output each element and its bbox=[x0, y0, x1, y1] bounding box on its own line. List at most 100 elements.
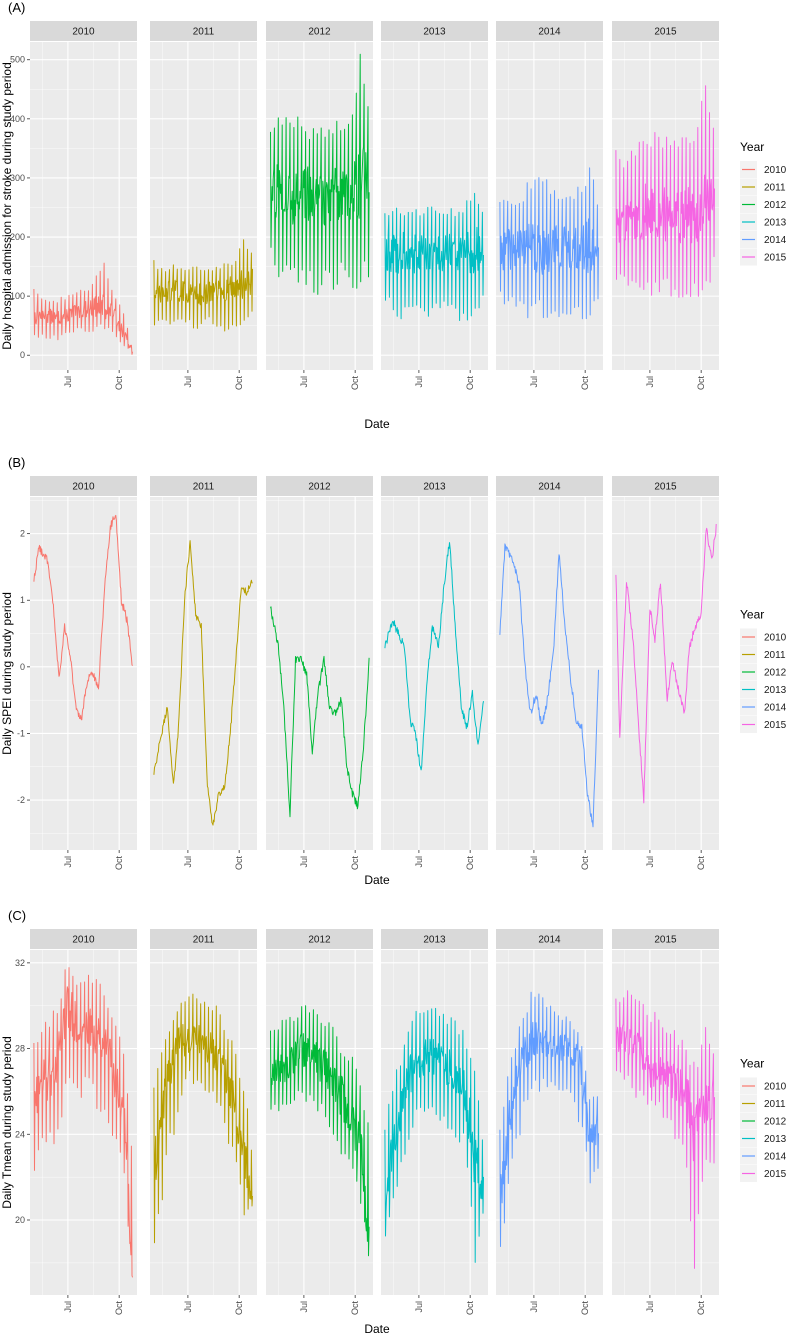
y-tick-label: 300 bbox=[10, 173, 25, 183]
x-tick-label: Oct bbox=[696, 856, 706, 871]
legend-label: 2010 bbox=[764, 1082, 787, 1093]
x-tick-label: Oct bbox=[234, 1301, 244, 1316]
x-tick-label: Jul bbox=[299, 376, 309, 388]
y-tick-label: 400 bbox=[10, 114, 25, 124]
x-tick-label: Jul bbox=[414, 856, 424, 868]
x-tick-label: Jul bbox=[529, 856, 539, 868]
x-tick-label: Oct bbox=[696, 1301, 706, 1316]
facet-strip bbox=[612, 21, 719, 41]
facet-2010: 2010 Jul Oct bbox=[30, 476, 137, 870]
facet-strip-label: 2015 bbox=[654, 482, 677, 493]
y-tick-label: 32 bbox=[15, 958, 25, 968]
series-line-2010 bbox=[33, 262, 133, 355]
x-tick-label: Jul bbox=[183, 1301, 193, 1313]
facet-strip bbox=[30, 929, 137, 949]
legend-title: Year bbox=[740, 1057, 764, 1071]
x-tick-label: Jul bbox=[645, 376, 655, 388]
facet-panel-background bbox=[150, 42, 257, 370]
facet-strip bbox=[381, 929, 488, 949]
facet-panel-background bbox=[381, 42, 488, 370]
facet-strip-label: 2014 bbox=[538, 482, 561, 493]
legend-label: 2013 bbox=[764, 685, 787, 696]
facet-strip-label: 2010 bbox=[72, 935, 95, 946]
x-tick-label: Jul bbox=[299, 856, 309, 868]
facet-strip-label: 2014 bbox=[538, 935, 561, 946]
legend-label: 2015 bbox=[764, 253, 787, 264]
facet-strip-label: 2013 bbox=[423, 935, 446, 946]
series-line-2010 bbox=[33, 967, 133, 1278]
facet-strip-label: 2012 bbox=[308, 935, 331, 946]
legend-label: 2011 bbox=[764, 650, 786, 661]
y-tick-label: 20 bbox=[15, 1215, 25, 1225]
facet-2012: 2012 Jul Oct bbox=[266, 929, 373, 1315]
facet-2014: 2014 Jul Oct bbox=[496, 929, 603, 1315]
legend-label: 2015 bbox=[764, 1169, 787, 1180]
facet-strip bbox=[150, 21, 257, 41]
y-axis-title: Daily hospital admission for stroke duri… bbox=[0, 62, 14, 349]
series-line-2012 bbox=[270, 606, 370, 818]
legend-label: 2010 bbox=[764, 633, 787, 644]
legend-label: 2014 bbox=[764, 235, 787, 246]
legend-label: 2012 bbox=[764, 668, 787, 679]
chart-panel-1: (B)Daily SPEI during study period-2-1012… bbox=[0, 455, 787, 887]
facet-2014: 2014 Jul Oct bbox=[496, 476, 603, 870]
series-line-2011 bbox=[153, 239, 253, 332]
x-tick-label: Oct bbox=[350, 856, 360, 871]
facet-strip-label: 2011 bbox=[193, 27, 215, 38]
panel-tag: (C) bbox=[8, 908, 26, 923]
series-line-2013 bbox=[384, 1007, 484, 1263]
y-tick-label: 2 bbox=[20, 529, 25, 539]
x-tick-label: Jul bbox=[63, 376, 73, 388]
legend-label: 2010 bbox=[764, 165, 787, 176]
series-line-2013 bbox=[384, 192, 484, 321]
series-line-2014 bbox=[499, 167, 599, 320]
series-line-2015 bbox=[615, 85, 715, 298]
x-axis-title: Date bbox=[364, 1322, 390, 1336]
facet-strip bbox=[612, 476, 719, 496]
facet-strip bbox=[381, 476, 488, 496]
facet-panel-background bbox=[381, 497, 488, 850]
x-tick-label: Oct bbox=[350, 1301, 360, 1316]
y-tick-label: 1 bbox=[20, 595, 25, 605]
legend-title: Year bbox=[740, 140, 764, 154]
x-tick-label: Oct bbox=[465, 856, 475, 871]
facet-strip bbox=[496, 476, 603, 496]
x-tick-label: Oct bbox=[580, 376, 590, 391]
facet-strip-label: 2010 bbox=[72, 482, 95, 493]
facet-panel-background bbox=[496, 497, 603, 850]
facet-panel-background bbox=[266, 497, 373, 850]
y-axis-title: Daily Tmean during study period bbox=[0, 1036, 14, 1209]
facet-strip bbox=[612, 929, 719, 949]
series-line-2010 bbox=[33, 514, 133, 721]
facet-panel-background bbox=[30, 497, 137, 850]
y-tick-label: 24 bbox=[15, 1129, 25, 1139]
x-tick-label: Jul bbox=[645, 856, 655, 868]
facet-strip-label: 2010 bbox=[72, 27, 95, 38]
x-tick-label: Oct bbox=[465, 376, 475, 391]
legend-label: 2014 bbox=[764, 703, 787, 714]
x-tick-label: Jul bbox=[529, 376, 539, 388]
facet-2012: 2012 Jul Oct bbox=[266, 476, 373, 870]
x-tick-label: Jul bbox=[645, 1301, 655, 1313]
facet-2013: 2013 Jul Oct bbox=[381, 929, 488, 1315]
facet-strip bbox=[266, 929, 373, 949]
facet-2015: 2015 Jul Oct bbox=[612, 21, 719, 390]
facet-2015: 2015 Jul Oct bbox=[612, 929, 719, 1315]
x-tick-label: Jul bbox=[183, 856, 193, 868]
facet-2010: 2010 Jul Oct bbox=[30, 21, 137, 390]
y-tick-label: 0 bbox=[20, 662, 25, 672]
x-tick-label: Oct bbox=[465, 1301, 475, 1316]
series-line-2014 bbox=[499, 991, 599, 1247]
facet-panel-background bbox=[150, 497, 257, 850]
x-tick-label: Jul bbox=[183, 376, 193, 388]
legend-label: 2013 bbox=[764, 1134, 787, 1145]
facet-strip bbox=[496, 21, 603, 41]
facet-strip bbox=[30, 476, 137, 496]
y-tick-label: 100 bbox=[10, 291, 25, 301]
x-tick-label: Oct bbox=[580, 856, 590, 871]
y-tick-label: 200 bbox=[10, 232, 25, 242]
facet-strip-label: 2011 bbox=[193, 482, 215, 493]
